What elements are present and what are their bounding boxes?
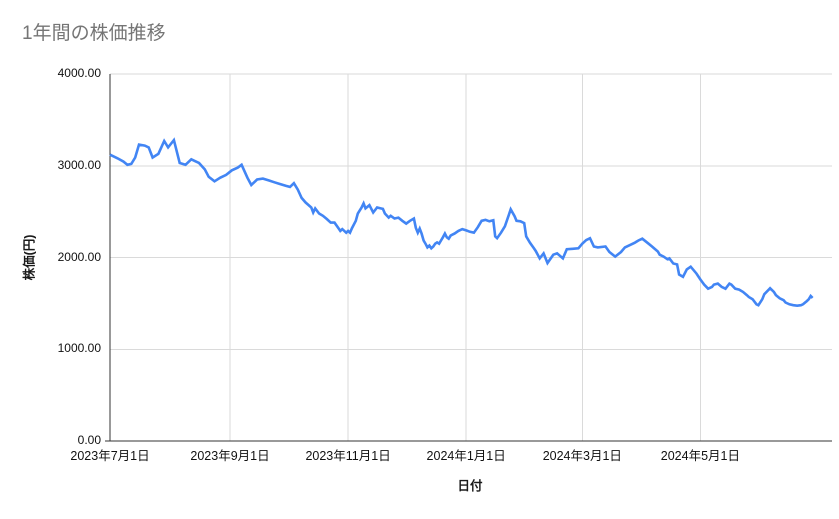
y-tick-label: 2000.00 [57,249,101,264]
chart-title: 1年間の株価推移 [22,23,166,44]
x-tick-label: 2024年1月1日 [426,449,506,463]
x-tick-label: 2023年9月1日 [190,449,270,463]
y-tick-label: 3000.00 [57,157,101,172]
x-tick-label: 2023年7月1日 [70,449,150,463]
x-tick-label: 2023年11月1日 [305,449,391,463]
x-axis-title: 日付 [457,479,483,493]
y-tick-label: 0.00 [77,433,101,447]
y-tick-label: 1000.00 [57,341,101,356]
price-line [109,137,814,308]
x-tick-label: 2024年3月1日 [542,449,622,463]
y-tick-label: 4000.00 [57,66,101,80]
x-tick-label: 2024年5月1日 [660,449,740,463]
